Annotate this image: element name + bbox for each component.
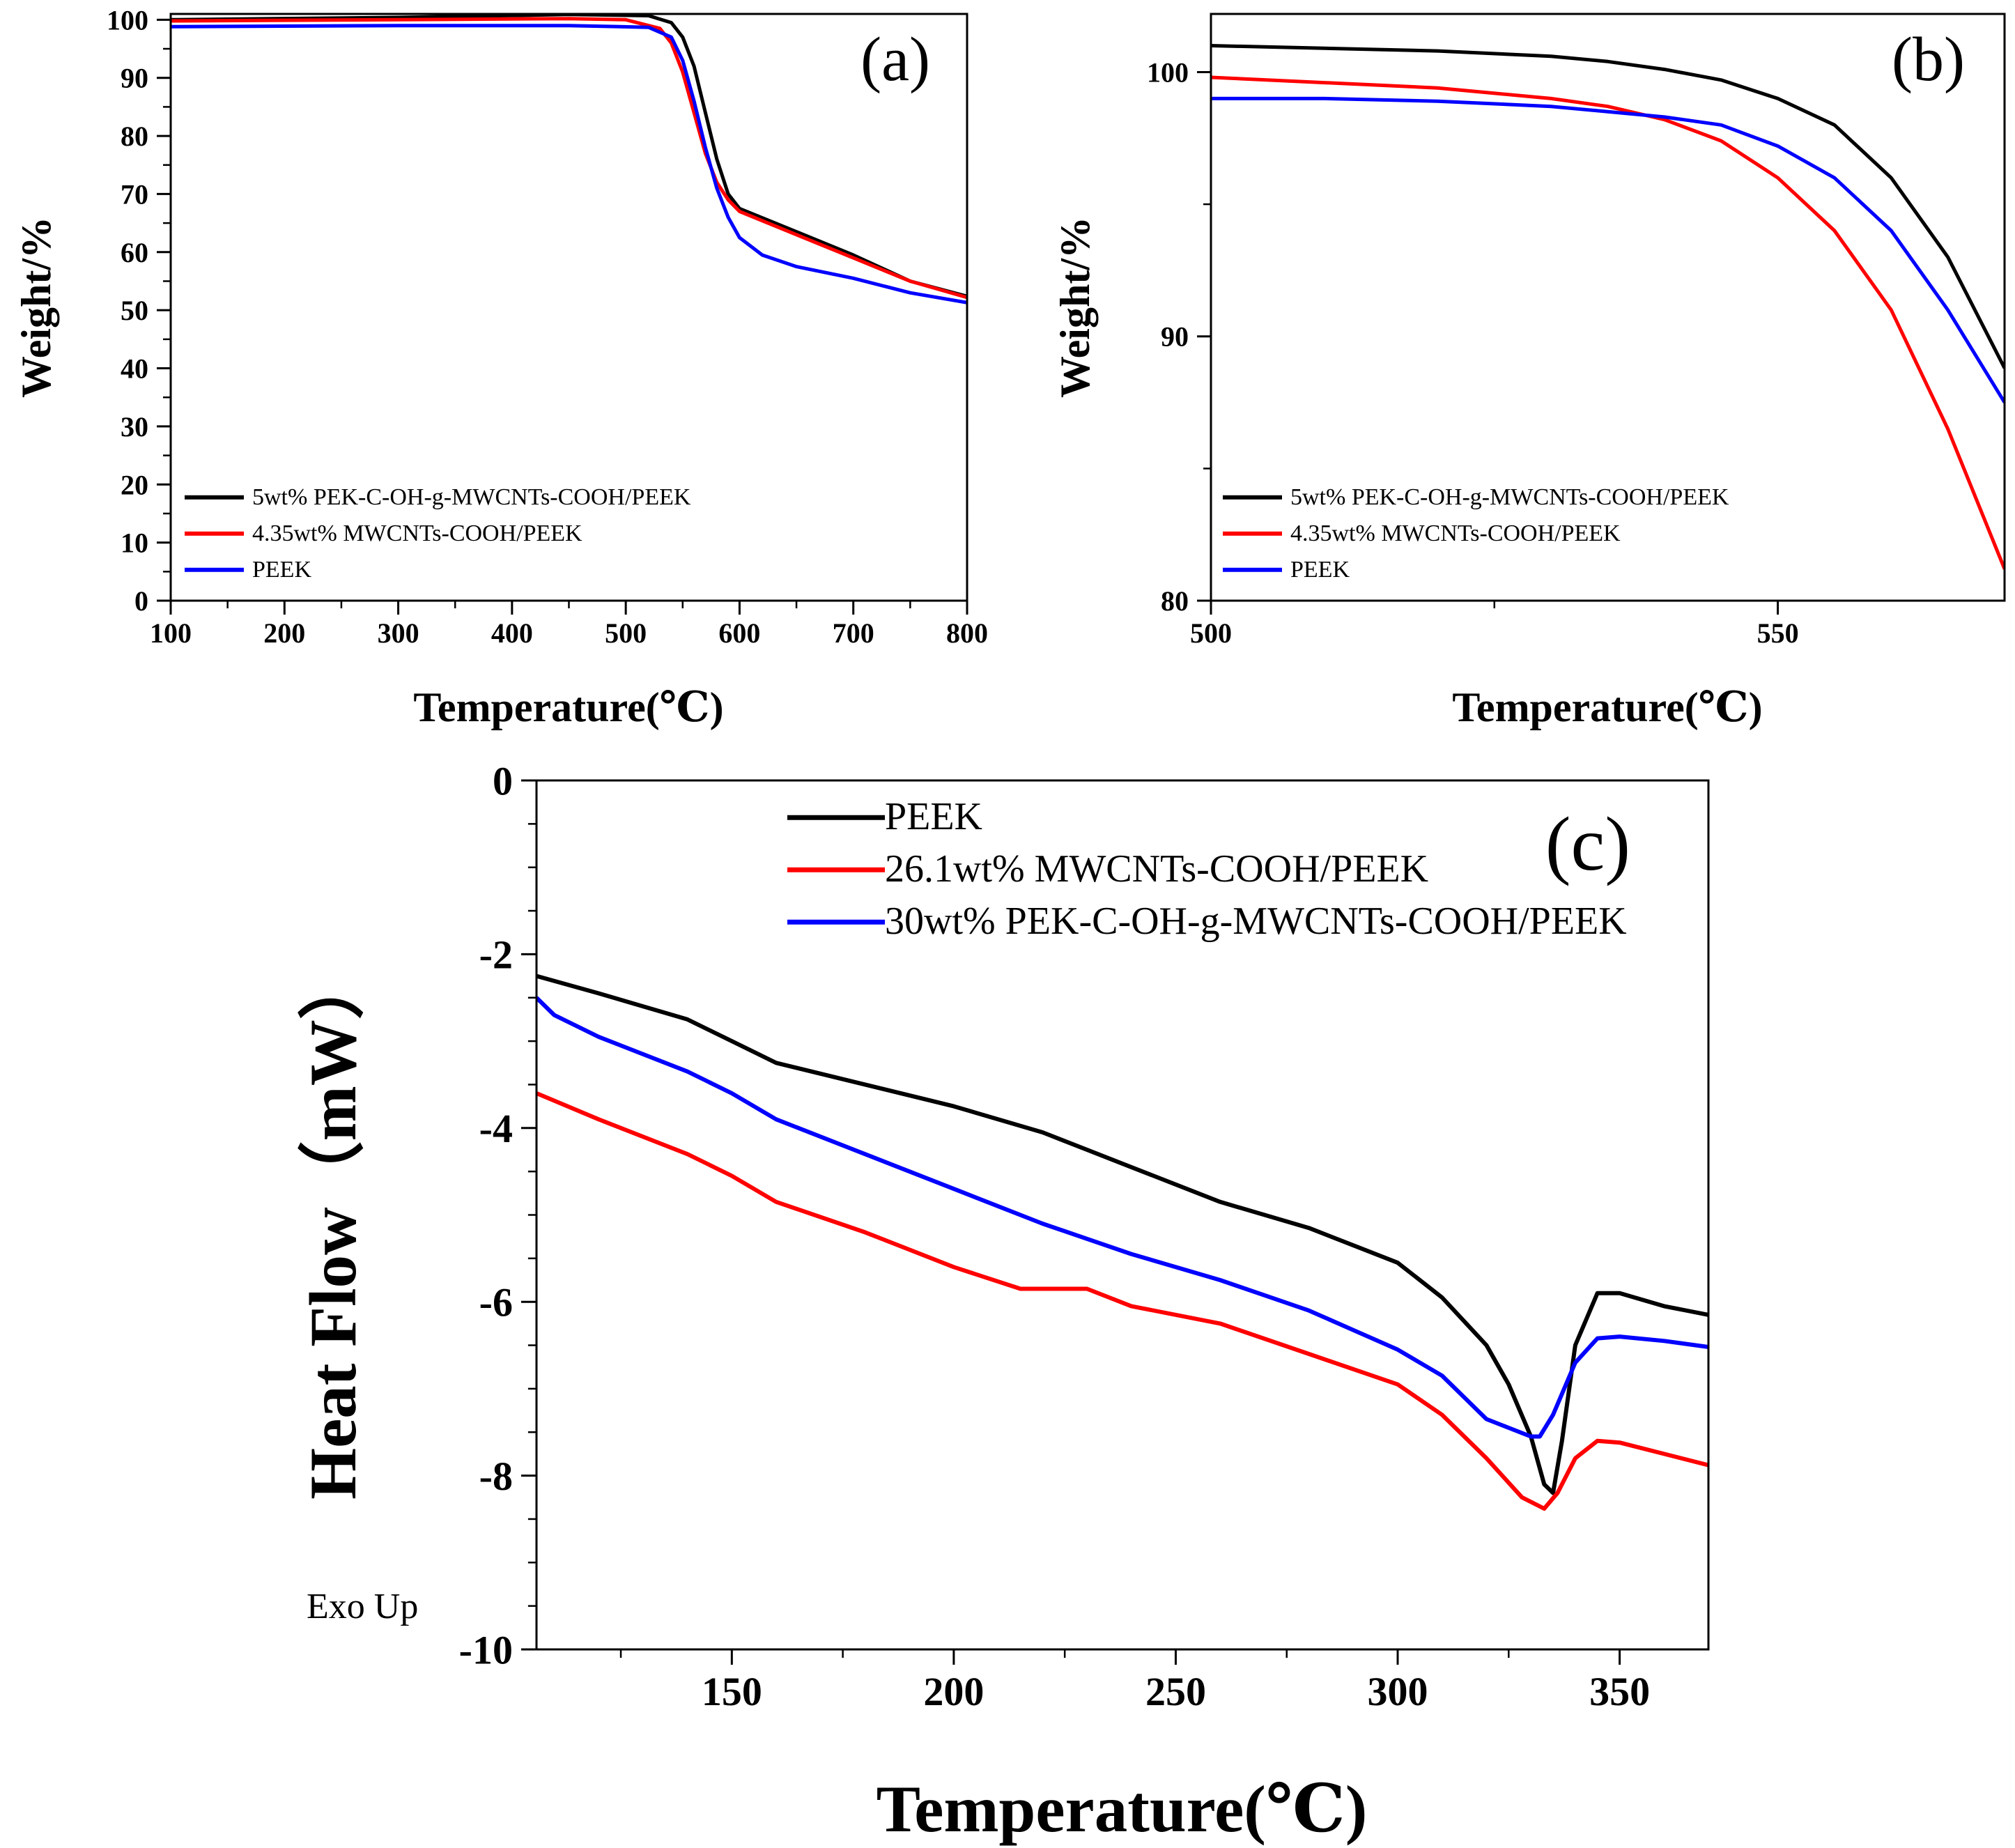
legend-label: 5wt% PEK-C-OH-g-MWCNTs-COOH/PEEK — [252, 484, 691, 510]
y-tick-label: 100 — [107, 4, 148, 36]
y-tick-label: 80 — [121, 121, 148, 152]
y-axis-title: Weight/% — [1052, 217, 1098, 398]
chart-panel-a: 100 200 300 400 500 600 700 800 0 10 20 30 40 50 60 70 8… — [13, 4, 988, 730]
y-tick-label: 0 — [134, 585, 148, 617]
x-tick-label: 500 — [605, 617, 647, 649]
x-tick-label: 300 — [378, 617, 419, 649]
series-line-b-2 — [1211, 96, 2005, 403]
y-tick-label: 50 — [121, 295, 148, 326]
chart-panel-c: 150 200 250 300 350 0 -2 -4 -6 -8 -10 Temperature(℃… — [296, 758, 1710, 1846]
legend-label: PEEK — [1290, 557, 1350, 583]
series-line-b-1 — [1211, 75, 2005, 570]
series-line-c-2 — [536, 996, 1708, 1439]
y-axis-title: Weight/% — [13, 217, 59, 398]
x-tick-label: 550 — [1757, 617, 1799, 649]
x-tick-label: 150 — [702, 1669, 762, 1714]
annotation-exo-up: Exo Up — [307, 1587, 418, 1626]
y-tick-label: 20 — [121, 469, 148, 500]
y-tick-label: 0 — [493, 758, 513, 803]
panel-label: (a) — [860, 25, 930, 94]
legend-label: 4.35wt% MWCNTs-COOH/PEEK — [252, 521, 582, 546]
legend-label: 4.35wt% MWCNTs-COOH/PEEK — [1290, 521, 1621, 546]
y-tick-label: 30 — [121, 411, 148, 442]
legend-label: PEEK — [252, 557, 311, 583]
series-line-b-0 — [1211, 44, 2005, 369]
y-tick-label: 70 — [121, 178, 148, 210]
y-tick-label: -6 — [479, 1280, 513, 1325]
legend-label: 30wt% PEK-C-OH-g-MWCNTs-COOH/PEEK — [885, 900, 1627, 943]
x-axis-title: Temperature(℃) — [413, 684, 723, 730]
x-axis-title: Temperature(℃) — [877, 1772, 1368, 1846]
y-tick-label: 90 — [121, 63, 148, 94]
legend-label: PEEK — [885, 795, 982, 838]
x-tick-label: 800 — [946, 617, 988, 649]
x-tick-label: 600 — [718, 617, 760, 649]
series-line-c-0 — [536, 973, 1708, 1495]
y-tick-label: 10 — [121, 528, 148, 559]
y-tick-label: -2 — [479, 932, 513, 978]
y-tick-label: -8 — [479, 1454, 513, 1499]
series-line-c-1 — [536, 1091, 1708, 1511]
x-tick-label: 350 — [1589, 1669, 1650, 1714]
x-tick-label: 400 — [491, 617, 533, 649]
y-axis-title: Heat Flow（mW） — [296, 953, 370, 1500]
x-tick-label: 200 — [263, 617, 305, 649]
legend-label: 26.1wt% MWCNTs-COOH/PEEK — [885, 847, 1428, 891]
y-tick-label: 60 — [121, 237, 148, 268]
series-line-a-1 — [171, 17, 967, 300]
y-tick-label: 40 — [121, 353, 148, 385]
chart-panel-b: 500 550 80 90 100 Temperature(℃) Weight/% (b) 5w… — [1052, 13, 2006, 730]
x-tick-label: 300 — [1368, 1669, 1428, 1714]
x-tick-label: 700 — [833, 617, 874, 649]
y-tick-label: -10 — [459, 1627, 513, 1672]
x-tick-label: 500 — [1190, 617, 1232, 649]
y-tick-label: 100 — [1147, 56, 1189, 88]
y-tick-label: -4 — [479, 1106, 513, 1151]
y-tick-label: 90 — [1161, 321, 1189, 353]
panel-label: (c) — [1545, 801, 1630, 886]
legend-label: 5wt% PEK-C-OH-g-MWCNTs-COOH/PEEK — [1290, 484, 1729, 510]
panel-label: (b) — [1892, 25, 1965, 94]
y-tick-label: 80 — [1161, 585, 1189, 617]
x-tick-label: 100 — [150, 617, 192, 649]
plot-frame-b — [1210, 13, 2006, 602]
x-tick-label: 200 — [923, 1669, 984, 1714]
x-axis-title: Temperature(℃) — [1452, 684, 1762, 730]
x-tick-label: 250 — [1145, 1669, 1206, 1714]
series-line-a-2 — [171, 24, 967, 305]
